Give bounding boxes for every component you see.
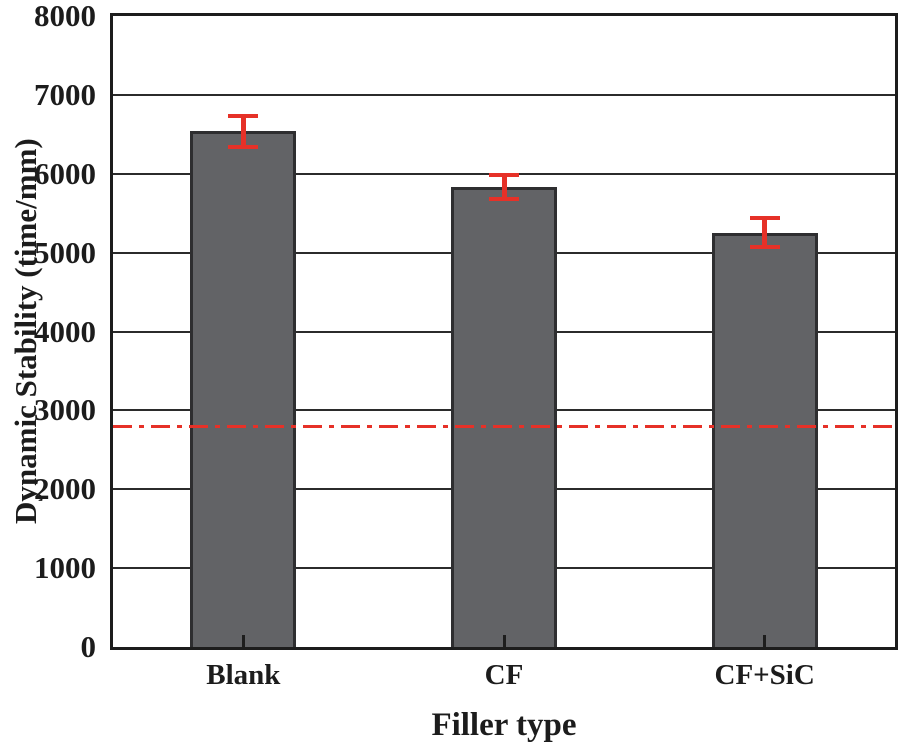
plot-area [110,13,898,650]
x-tick-label-Blank: Blank [206,659,281,691]
y-tick-label-6000: 6000 [34,155,96,191]
error-bar-top-cap [228,113,259,118]
x-axis-title: Filler type [431,707,577,743]
x-tick-label-CF: CF [484,659,524,691]
error-bar-bottom-cap [749,245,780,250]
error-bar-stem [762,216,768,250]
x-tick-label-CF+SiC: CF+SiC [714,659,815,691]
error-bar-stem [240,113,246,149]
error-bar-stem [501,172,507,202]
error-bar-CF [489,172,519,202]
error-bar-Blank [228,113,259,149]
y-tick-label-4000: 4000 [34,313,96,349]
bar-CF+SiC [711,232,818,647]
y-tick-label-0: 0 [80,629,97,664]
error-bar-bottom-cap [228,144,259,149]
error-bar-bottom-cap [489,197,519,202]
y-tick-label-7000: 7000 [34,76,96,112]
error-bar-top-cap [749,216,780,221]
y-tick-label-8000: 8000 [34,0,96,33]
y-tick-label-5000: 5000 [34,234,96,270]
x-axis-tick-CF [502,635,506,647]
y-tick-label-2000: 2000 [34,471,96,507]
x-axis-tick-Blank [241,635,245,647]
gridline-7000 [113,93,895,96]
y-tick-label-1000: 1000 [34,550,96,586]
error-bar-top-cap [489,172,519,177]
y-tick-label-3000: 3000 [34,392,96,428]
y-axis-tick-labels: 0 1000 2000 3000 4000 5000 6000 7000 8000 [0,0,96,744]
error-bar-CF+SiC [749,216,780,250]
x-axis-tick-CF+SiC [763,635,767,647]
bar-Blank [190,131,297,647]
reference-line [113,424,895,428]
bar-CF [451,187,557,647]
